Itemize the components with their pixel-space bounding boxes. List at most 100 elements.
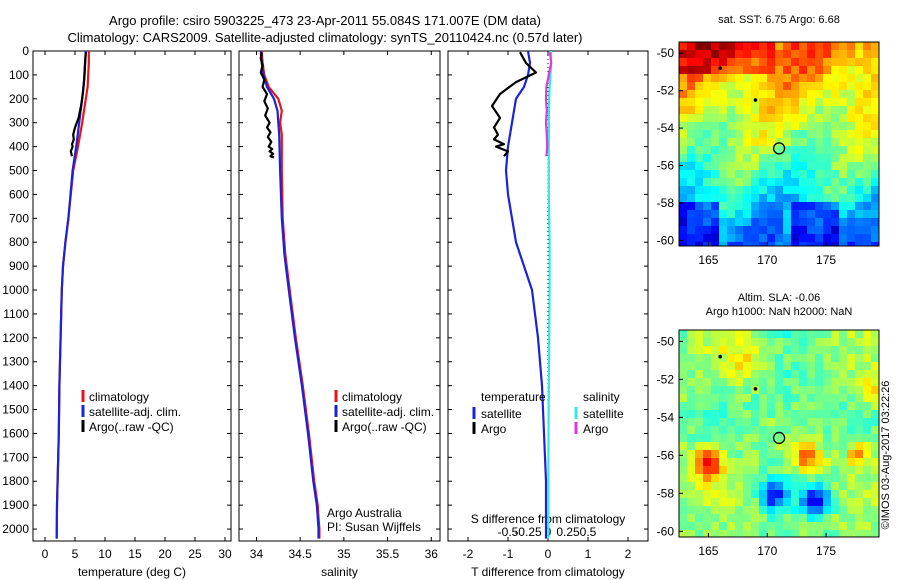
- x-axis-label: T difference from climatology: [471, 565, 625, 579]
- map-y-tick-label: -54: [657, 410, 675, 424]
- map-other-profile-dot: [718, 354, 722, 359]
- map-sla_map: [679, 330, 879, 537]
- x-axis-label: temperature (deg C): [78, 565, 186, 579]
- figure-title-line-2: Climatology: CARS2009. Satellite-adjuste…: [67, 30, 583, 45]
- depth-tick-label: 800: [9, 235, 29, 249]
- legend-label-climatology: climatology: [89, 390, 149, 404]
- x-tick-label: 25: [188, 547, 202, 561]
- map-y-tick-label: -60: [657, 524, 675, 538]
- map-x-tick-label: 175: [816, 544, 836, 558]
- legend-label-satellite: satellite-adj. clim.: [89, 405, 181, 419]
- depth-tick-label: 300: [9, 116, 29, 130]
- legend-label-argo: Argo(..raw -QC): [342, 420, 427, 434]
- map-title-sla-line-2: Argo h1000: NaN h2000: NaN: [706, 306, 853, 318]
- depth-tick-label: 600: [9, 187, 29, 201]
- legend-title-salinity: salinity: [583, 390, 620, 404]
- depth-tick-label: 1600: [2, 426, 29, 440]
- map-y-tick-label: -58: [657, 196, 675, 210]
- x-top-tick-label: -0.5: [498, 525, 519, 539]
- map-y-tick-label: -58: [657, 486, 675, 500]
- x-tick-label: -2: [463, 547, 474, 561]
- series-line-satellite: [259, 50, 320, 539]
- map-x-tick-label: 165: [698, 544, 718, 558]
- map-y-tick-label: -52: [657, 372, 675, 386]
- x-tick-label: 36: [425, 547, 439, 561]
- map-frame-sla_map: [678, 329, 880, 538]
- depth-tick-label: 1300: [2, 355, 29, 369]
- annotation-line: Argo Australia: [327, 506, 402, 520]
- map-y-tick-label: -52: [657, 84, 675, 98]
- legend-label-t-argo: Argo: [481, 422, 507, 436]
- depth-tick-label: 1200: [2, 331, 29, 345]
- x-tick-label: 1: [585, 547, 592, 561]
- x-tick-label: 30: [218, 547, 232, 561]
- map-x-tick-label: 175: [816, 253, 836, 267]
- depth-tick-label: 700: [9, 211, 29, 225]
- depth-tick-label: 200: [9, 92, 29, 106]
- map-x-tick-label: 165: [698, 253, 718, 267]
- map-y-tick-label: -50: [657, 334, 675, 348]
- depth-tick-label: 1400: [2, 379, 29, 393]
- map-x-tick-label: 170: [757, 544, 777, 558]
- x-tick-label: 15: [128, 547, 142, 561]
- depth-tick-label: 500: [9, 164, 29, 178]
- depth-tick-label: 1700: [2, 450, 29, 464]
- legend-title-temperature: temperature: [481, 390, 546, 404]
- x-tick-label: 2: [625, 547, 632, 561]
- x-tick-label: 20: [158, 547, 172, 561]
- map-y-tick-label: -54: [657, 121, 675, 135]
- x-tick-label: 0: [545, 547, 552, 561]
- annotation-line: PI: Susan Wijffels: [327, 520, 421, 534]
- legend-label-satellite: satellite-adj. clim.: [342, 405, 434, 419]
- map-x-tick-label: 170: [757, 253, 777, 267]
- map-profile-location-marker: [772, 142, 786, 155]
- depth-tick-label: 1000: [2, 283, 29, 297]
- x-top-tick-label: 0.5: [580, 525, 597, 539]
- x-top-tick-label: 0.25: [556, 525, 580, 539]
- x-tick-label: 35.5: [376, 547, 400, 561]
- map-sst_map: [679, 42, 879, 246]
- map-other-profile-dot: [753, 387, 758, 391]
- imos-credit-label: ©IMOS 03-Aug-2017 03:22:26: [880, 381, 892, 530]
- x-tick-label: 5: [72, 547, 79, 561]
- depth-tick-label: 2000: [2, 522, 29, 536]
- panel-frame-salinity: [238, 50, 441, 542]
- legend-label-s-salinity_satellite: satellite: [583, 407, 624, 421]
- depth-tick-label: 1800: [2, 474, 29, 488]
- x-top-tick-label: -0.25: [514, 525, 542, 539]
- x-tick-label: -1: [503, 547, 514, 561]
- depth-tick-label: 1900: [2, 498, 29, 512]
- x-tick-label: 0: [42, 547, 49, 561]
- x-axis-label: salinity: [321, 565, 358, 579]
- depth-tick-label: 0: [22, 44, 29, 58]
- depth-tick-label: 1100: [3, 307, 29, 321]
- series-line-argo: [490, 51, 538, 157]
- panel-frame-temperature: [32, 50, 232, 542]
- map-title-sla-line-1: Altim. SLA: -0.06: [738, 292, 821, 304]
- series-line-argo: [259, 52, 275, 159]
- map-other-profile-dot: [718, 66, 722, 71]
- legend-label-t-satellite: satellite: [481, 407, 522, 421]
- map-title-sst: sat. SST: 6.75 Argo: 6.68: [718, 14, 840, 26]
- legend-label-climatology: climatology: [342, 390, 402, 404]
- map-other-profile-dot: [753, 98, 758, 102]
- series-line-salinity_argo: [544, 52, 553, 157]
- map-y-tick-label: -56: [657, 159, 675, 173]
- x-tick-label: 34: [250, 547, 264, 561]
- x-tick-label: 34.5: [288, 547, 312, 561]
- map-y-tick-label: -60: [657, 233, 675, 247]
- map-y-tick-label: -56: [657, 448, 675, 462]
- x-tick-label: 10: [98, 547, 112, 561]
- series-line-satellite: [504, 50, 548, 539]
- map-frame-sst_map: [678, 41, 880, 247]
- series-line-salinity_satellite: [547, 50, 553, 539]
- legend-label-argo: Argo(..raw -QC): [89, 420, 174, 434]
- x-tick-label: 35: [337, 547, 351, 561]
- depth-tick-label: 1500: [2, 403, 29, 417]
- depth-tick-label: 100: [9, 68, 29, 82]
- depth-tick-label: 900: [9, 259, 29, 273]
- map-profile-location-marker: [772, 431, 786, 445]
- figure-title-line-1: Argo profile: csiro 5903225_473 23-Apr-2…: [109, 13, 541, 28]
- legend-label-s-salinity_argo: Argo: [583, 422, 609, 436]
